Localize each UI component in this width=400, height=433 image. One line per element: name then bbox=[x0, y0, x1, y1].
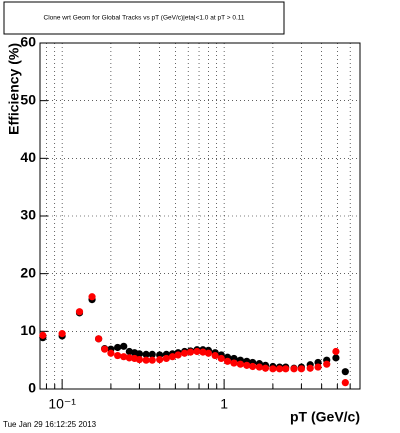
marker bbox=[230, 359, 238, 367]
marker bbox=[58, 330, 66, 338]
marker bbox=[114, 351, 122, 360]
marker bbox=[88, 293, 96, 301]
marker bbox=[236, 360, 244, 368]
marker bbox=[142, 350, 150, 358]
marker bbox=[186, 348, 195, 356]
marker bbox=[125, 354, 133, 362]
marker bbox=[332, 347, 340, 356]
marker bbox=[162, 354, 170, 363]
marker bbox=[223, 357, 232, 365]
y-tick-label: 50 bbox=[20, 91, 36, 107]
title-box bbox=[3, 1, 285, 35]
marker bbox=[148, 356, 156, 364]
marker bbox=[174, 351, 182, 359]
marker bbox=[217, 354, 225, 363]
marker bbox=[193, 347, 201, 356]
marker bbox=[75, 308, 84, 316]
marker bbox=[135, 355, 144, 364]
marker bbox=[101, 345, 109, 353]
y-tick-label: 20 bbox=[20, 264, 36, 280]
marker bbox=[323, 360, 331, 368]
marker bbox=[306, 364, 314, 372]
x-tick-label: 1 bbox=[220, 396, 228, 412]
chart-title: Clone wrt Geom for Global Tracks vs pT (… bbox=[44, 15, 245, 22]
marker bbox=[204, 349, 213, 357]
marker bbox=[107, 349, 115, 357]
marker bbox=[341, 379, 349, 387]
y-tick-label: 10 bbox=[20, 322, 36, 338]
marker bbox=[148, 350, 156, 358]
y-tick-label: 40 bbox=[20, 149, 36, 165]
marker bbox=[168, 353, 177, 361]
marker bbox=[255, 363, 263, 371]
marker bbox=[341, 368, 349, 376]
y-axis-label: Efficiency (%) bbox=[6, 43, 22, 135]
marker bbox=[114, 343, 122, 352]
marker bbox=[243, 361, 251, 369]
marker bbox=[156, 355, 164, 364]
marker bbox=[275, 365, 284, 373]
timestamp: Tue Jan 29 16:12:25 2013 bbox=[3, 420, 97, 429]
marker bbox=[211, 351, 219, 360]
marker bbox=[332, 354, 340, 362]
marker bbox=[261, 364, 270, 372]
marker bbox=[95, 335, 103, 343]
marker bbox=[142, 356, 150, 364]
y-tick-label: 0 bbox=[28, 380, 36, 396]
marker bbox=[297, 365, 306, 373]
marker bbox=[314, 363, 322, 371]
marker bbox=[282, 365, 290, 373]
marker bbox=[180, 349, 189, 357]
marker bbox=[249, 362, 257, 371]
marker bbox=[135, 350, 144, 358]
x-tick-label: 10⁻¹ bbox=[48, 396, 76, 412]
marker bbox=[120, 353, 128, 361]
y-tick-label: 60 bbox=[20, 34, 36, 50]
marker bbox=[199, 348, 207, 356]
plot-frame bbox=[39, 42, 361, 390]
marker bbox=[269, 365, 277, 373]
y-tick-label: 30 bbox=[20, 207, 36, 223]
marker bbox=[39, 331, 47, 339]
marker bbox=[290, 365, 298, 373]
marker bbox=[120, 342, 128, 350]
x-axis-label: pT (GeV/c) bbox=[290, 409, 360, 425]
